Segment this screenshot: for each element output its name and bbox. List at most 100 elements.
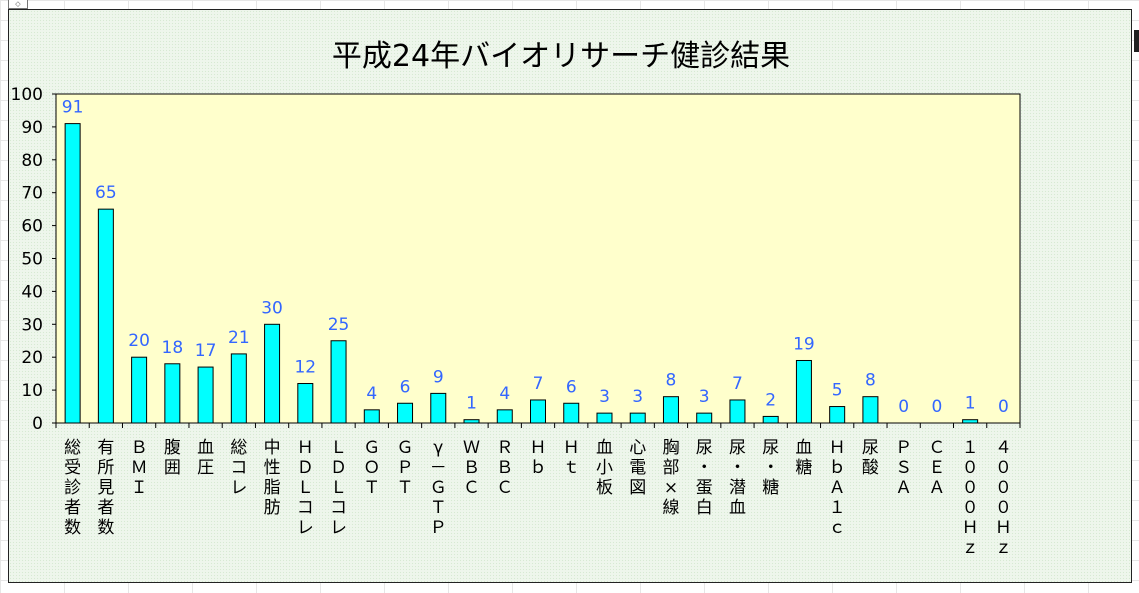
category-label: Ｇ <box>397 438 414 458</box>
category-label: 見 <box>97 478 114 498</box>
data-label: 25 <box>328 315 350 335</box>
category-label: ・ <box>729 458 746 478</box>
category-label: ０ <box>962 478 979 498</box>
bar <box>363 409 380 424</box>
category-label: 圧 <box>197 458 214 478</box>
category-label: γ <box>433 438 443 458</box>
category-label: Ｌ <box>330 438 347 458</box>
category-label: Ａ <box>928 478 945 498</box>
category-label: 血 <box>197 438 214 458</box>
category-label: 糖 <box>795 458 812 478</box>
y-tick-label: 100 <box>11 85 43 105</box>
data-label: 0 <box>898 397 909 417</box>
category-label: 図 <box>629 478 646 498</box>
category-label: Ｉ <box>131 478 148 498</box>
category-label: Ｒ <box>496 438 513 458</box>
category-label: Ｂ <box>463 458 480 478</box>
category-label: Ｃ <box>496 478 513 498</box>
bar <box>64 123 81 424</box>
category-label: 部 <box>662 458 679 478</box>
data-label: 19 <box>793 334 815 354</box>
category-label: Ｇ <box>430 478 447 498</box>
chart-area[interactable]: 平成24年バイオリサーチ健診結果 0 10 20 30 40 50 60 70 80 90 100 9… <box>8 9 1132 583</box>
category-label: Ｔ <box>430 498 447 518</box>
category-label: ・ <box>762 458 779 478</box>
y-tick-label: 0 <box>32 414 43 434</box>
category-label: 尿 <box>862 438 879 458</box>
category-label: Ｈ <box>995 518 1012 538</box>
bar <box>330 340 347 424</box>
category-label: 受 <box>64 458 81 478</box>
data-label: 8 <box>865 371 876 391</box>
category-label: Ｈ <box>962 518 979 538</box>
y-tick-label: 90 <box>21 118 43 138</box>
category-label: レ <box>297 518 314 538</box>
data-label: 20 <box>128 331 150 351</box>
y-tick-label: 80 <box>21 151 43 171</box>
window-edge-marker <box>1134 30 1139 52</box>
category-label: 潜 <box>729 478 746 498</box>
category-label: Ｗ <box>463 438 480 458</box>
category-label: 総 <box>230 438 247 458</box>
category-label: 数 <box>97 518 114 538</box>
category-label: 胸 <box>662 438 679 458</box>
bar <box>496 409 513 424</box>
category-label: Ｅ <box>928 458 945 478</box>
category-label: １ <box>829 498 846 518</box>
category-label: Ｄ <box>330 458 347 478</box>
category-label: １ <box>962 438 979 458</box>
category-label: Ｄ <box>297 458 314 478</box>
y-tick-label: 40 <box>21 282 43 302</box>
category-label: 所 <box>97 458 114 478</box>
bar <box>230 353 247 424</box>
category-label: ｚ <box>962 538 979 558</box>
data-label: 7 <box>533 374 544 394</box>
category-label: ０ <box>962 498 979 518</box>
category-label: 脂 <box>264 478 281 498</box>
category-label: ０ <box>995 458 1012 478</box>
category-label: 血 <box>795 438 812 458</box>
category-label: 中 <box>264 438 281 458</box>
category-label: Ｌ <box>330 478 347 498</box>
category-label: 者 <box>64 498 81 518</box>
category-label: 尿 <box>729 438 746 458</box>
bar <box>829 406 846 424</box>
data-label: 4 <box>366 384 377 404</box>
data-label: 2 <box>765 390 776 410</box>
category-label: 腹 <box>164 438 181 458</box>
data-label: 30 <box>261 298 283 318</box>
data-label: 12 <box>294 358 316 378</box>
category-label: 白 <box>696 498 713 518</box>
category-label: コ <box>230 458 247 478</box>
category-label: 尿 <box>696 438 713 458</box>
category-label: ０ <box>995 498 1012 518</box>
data-label: 91 <box>62 98 84 118</box>
bar <box>729 399 746 424</box>
category-label: 糖 <box>762 478 779 498</box>
category-label: 肪 <box>264 498 281 518</box>
data-label: 1 <box>466 394 477 414</box>
category-label: 総 <box>64 438 81 458</box>
category-label: Ｂ <box>131 438 148 458</box>
data-label: 21 <box>228 328 250 348</box>
category-label: 血 <box>596 438 613 458</box>
category-label: Ｔ <box>363 478 380 498</box>
bar <box>197 366 214 424</box>
bar <box>629 412 646 424</box>
category-label: Ａ <box>895 478 912 498</box>
y-tick-label: 50 <box>21 250 43 270</box>
bar <box>696 412 713 424</box>
data-label: 7 <box>732 374 743 394</box>
data-label: 9 <box>433 367 444 387</box>
category-label: × <box>664 478 678 498</box>
category-label: レ <box>230 478 247 498</box>
category-label: Ｈ <box>530 438 547 458</box>
bar <box>662 396 679 424</box>
category-label: Ｐ <box>895 438 912 458</box>
data-label: 8 <box>666 371 677 391</box>
data-label: 3 <box>599 387 610 407</box>
data-label: 5 <box>832 381 843 401</box>
chart-resize-handle[interactable]: ◇ <box>8 0 28 9</box>
data-label: 4 <box>499 384 510 404</box>
category-label: Ａ <box>829 478 846 498</box>
